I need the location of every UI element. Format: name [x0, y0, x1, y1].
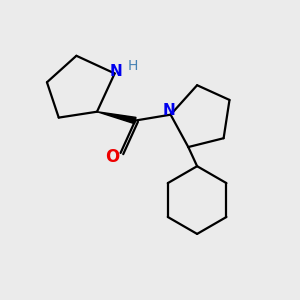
- Text: N: N: [110, 64, 122, 80]
- Text: H: H: [127, 59, 137, 73]
- Text: N: N: [163, 103, 175, 118]
- Polygon shape: [97, 112, 136, 124]
- Text: O: O: [105, 148, 119, 166]
